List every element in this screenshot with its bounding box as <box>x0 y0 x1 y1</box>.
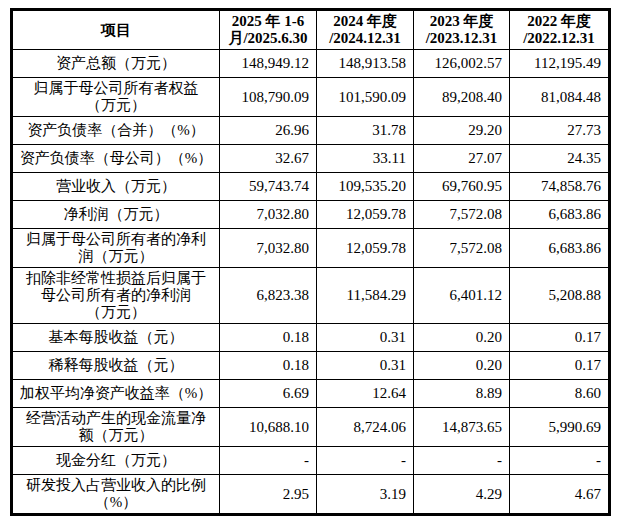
value-cell: 59,743.74 <box>220 173 317 201</box>
table-row: 营业收入（万元） 59,743.74 109,535.20 69,760.95 … <box>12 173 610 201</box>
table-row: 研发投入占营业收入的比例 （%） 2.95 3.19 4.29 4.67 <box>12 475 610 515</box>
value-cell: 0.18 <box>220 324 317 352</box>
table-row: 资产负债率（合并）（%） 26.96 31.78 29.20 27.73 <box>12 117 610 145</box>
document-page: 项目 2025 年 1-6 月/2025.6.30 2024 年度 /2024.… <box>0 0 637 531</box>
table-row: 现金分红（万元） - - - - <box>12 447 610 475</box>
header-period-2024: 2024 年度 /2024.12.31 <box>317 10 414 50</box>
value-cell: 6,683.86 <box>510 201 610 229</box>
value-cell: 27.73 <box>510 117 610 145</box>
value-cell: 33.11 <box>317 145 414 173</box>
row-label: 经营活动产生的现金流量净 额（万元） <box>12 408 220 447</box>
table-row: 基本每股收益（元） 0.18 0.31 0.20 0.17 <box>12 324 610 352</box>
value-cell: 32.67 <box>220 145 317 173</box>
value-cell: 10,688.10 <box>220 408 317 447</box>
value-cell: 12,059.78 <box>317 201 414 229</box>
value-cell: - <box>317 447 414 475</box>
value-cell: 3.19 <box>317 475 414 515</box>
value-cell: 101,590.09 <box>317 78 414 117</box>
value-cell: 7,572.08 <box>414 201 510 229</box>
value-cell: 4.29 <box>414 475 510 515</box>
table-row: 资产负债率（母公司）（%） 32.67 33.11 27.07 24.35 <box>12 145 610 173</box>
value-cell: 0.20 <box>414 352 510 380</box>
value-cell: 5,990.69 <box>510 408 610 447</box>
value-cell: 26.96 <box>220 117 317 145</box>
value-cell: 12,059.78 <box>317 229 414 268</box>
value-cell: 0.17 <box>510 324 610 352</box>
table-row: 净利润（万元） 7,032.80 12,059.78 7,572.08 6,68… <box>12 201 610 229</box>
value-cell: 2.95 <box>220 475 317 515</box>
value-cell: - <box>220 447 317 475</box>
row-label: 资产负债率（合并）（%） <box>12 117 220 145</box>
row-label: 资产总额（万元） <box>12 50 220 78</box>
value-cell: 27.07 <box>414 145 510 173</box>
value-cell: 148,949.12 <box>220 50 317 78</box>
row-label: 基本每股收益（元） <box>12 324 220 352</box>
value-cell: 8.60 <box>510 380 610 408</box>
row-label: 归属于母公司所有者权益 （万元） <box>12 78 220 117</box>
value-cell: 69,760.95 <box>414 173 510 201</box>
value-cell: 81,084.48 <box>510 78 610 117</box>
row-label: 净利润（万元） <box>12 201 220 229</box>
value-cell: 12.64 <box>317 380 414 408</box>
table-row: 归属于母公司所有者的净利 润（万元） 7,032.80 12,059.78 7,… <box>12 229 610 268</box>
value-cell: 6.69 <box>220 380 317 408</box>
value-cell: 109,535.20 <box>317 173 414 201</box>
value-cell: 7,032.80 <box>220 229 317 268</box>
table-row: 加权平均净资产收益率（%） 6.69 12.64 8.89 8.60 <box>12 380 610 408</box>
value-cell: - <box>510 447 610 475</box>
value-cell: 74,858.76 <box>510 173 610 201</box>
row-label: 资产负债率（母公司）（%） <box>12 145 220 173</box>
value-cell: 5,208.88 <box>510 268 610 324</box>
value-cell: 6,683.86 <box>510 229 610 268</box>
value-cell: 4.67 <box>510 475 610 515</box>
value-cell: 6,823.38 <box>220 268 317 324</box>
table-row: 归属于母公司所有者权益 （万元） 108,790.09 101,590.09 8… <box>12 78 610 117</box>
table-row: 稀释每股收益（元） 0.18 0.31 0.20 0.17 <box>12 352 610 380</box>
value-cell: 126,002.57 <box>414 50 510 78</box>
value-cell: 8,724.06 <box>317 408 414 447</box>
value-cell: 29.20 <box>414 117 510 145</box>
value-cell: 14,873.65 <box>414 408 510 447</box>
row-label: 现金分红（万元） <box>12 447 220 475</box>
row-label: 加权平均净资产收益率（%） <box>12 380 220 408</box>
row-label: 归属于母公司所有者的净利 润（万元） <box>12 229 220 268</box>
value-cell: 0.31 <box>317 324 414 352</box>
value-cell: 11,584.29 <box>317 268 414 324</box>
value-cell: 148,913.58 <box>317 50 414 78</box>
row-label: 扣除非经常性损益后归属于 母公司所有者的净利润 （万元） <box>12 268 220 324</box>
value-cell: 0.31 <box>317 352 414 380</box>
header-item-column: 项目 <box>12 10 220 50</box>
table-row: 扣除非经常性损益后归属于 母公司所有者的净利润 （万元） 6,823.38 11… <box>12 268 610 324</box>
header-period-2023: 2023 年度 /2023.12.31 <box>414 10 510 50</box>
value-cell: 6,401.12 <box>414 268 510 324</box>
value-cell: 8.89 <box>414 380 510 408</box>
row-label: 营业收入（万元） <box>12 173 220 201</box>
value-cell: 0.18 <box>220 352 317 380</box>
row-label: 研发投入占营业收入的比例 （%） <box>12 475 220 515</box>
header-period-2022: 2022 年度 /2022.12.31 <box>510 10 610 50</box>
value-cell: 0.20 <box>414 324 510 352</box>
row-label: 稀释每股收益（元） <box>12 352 220 380</box>
value-cell: 108,790.09 <box>220 78 317 117</box>
header-period-2025h1: 2025 年 1-6 月/2025.6.30 <box>220 10 317 50</box>
financial-indicators-table: 项目 2025 年 1-6 月/2025.6.30 2024 年度 /2024.… <box>10 8 611 516</box>
value-cell: 0.17 <box>510 352 610 380</box>
value-cell: 7,572.08 <box>414 229 510 268</box>
table-row: 经营活动产生的现金流量净 额（万元） 10,688.10 8,724.06 14… <box>12 408 610 447</box>
value-cell: 112,195.49 <box>510 50 610 78</box>
value-cell: 24.35 <box>510 145 610 173</box>
header-row: 项目 2025 年 1-6 月/2025.6.30 2024 年度 /2024.… <box>12 10 610 50</box>
value-cell: 89,208.40 <box>414 78 510 117</box>
table-row: 资产总额（万元） 148,949.12 148,913.58 126,002.5… <box>12 50 610 78</box>
value-cell: - <box>414 447 510 475</box>
value-cell: 31.78 <box>317 117 414 145</box>
value-cell: 7,032.80 <box>220 201 317 229</box>
